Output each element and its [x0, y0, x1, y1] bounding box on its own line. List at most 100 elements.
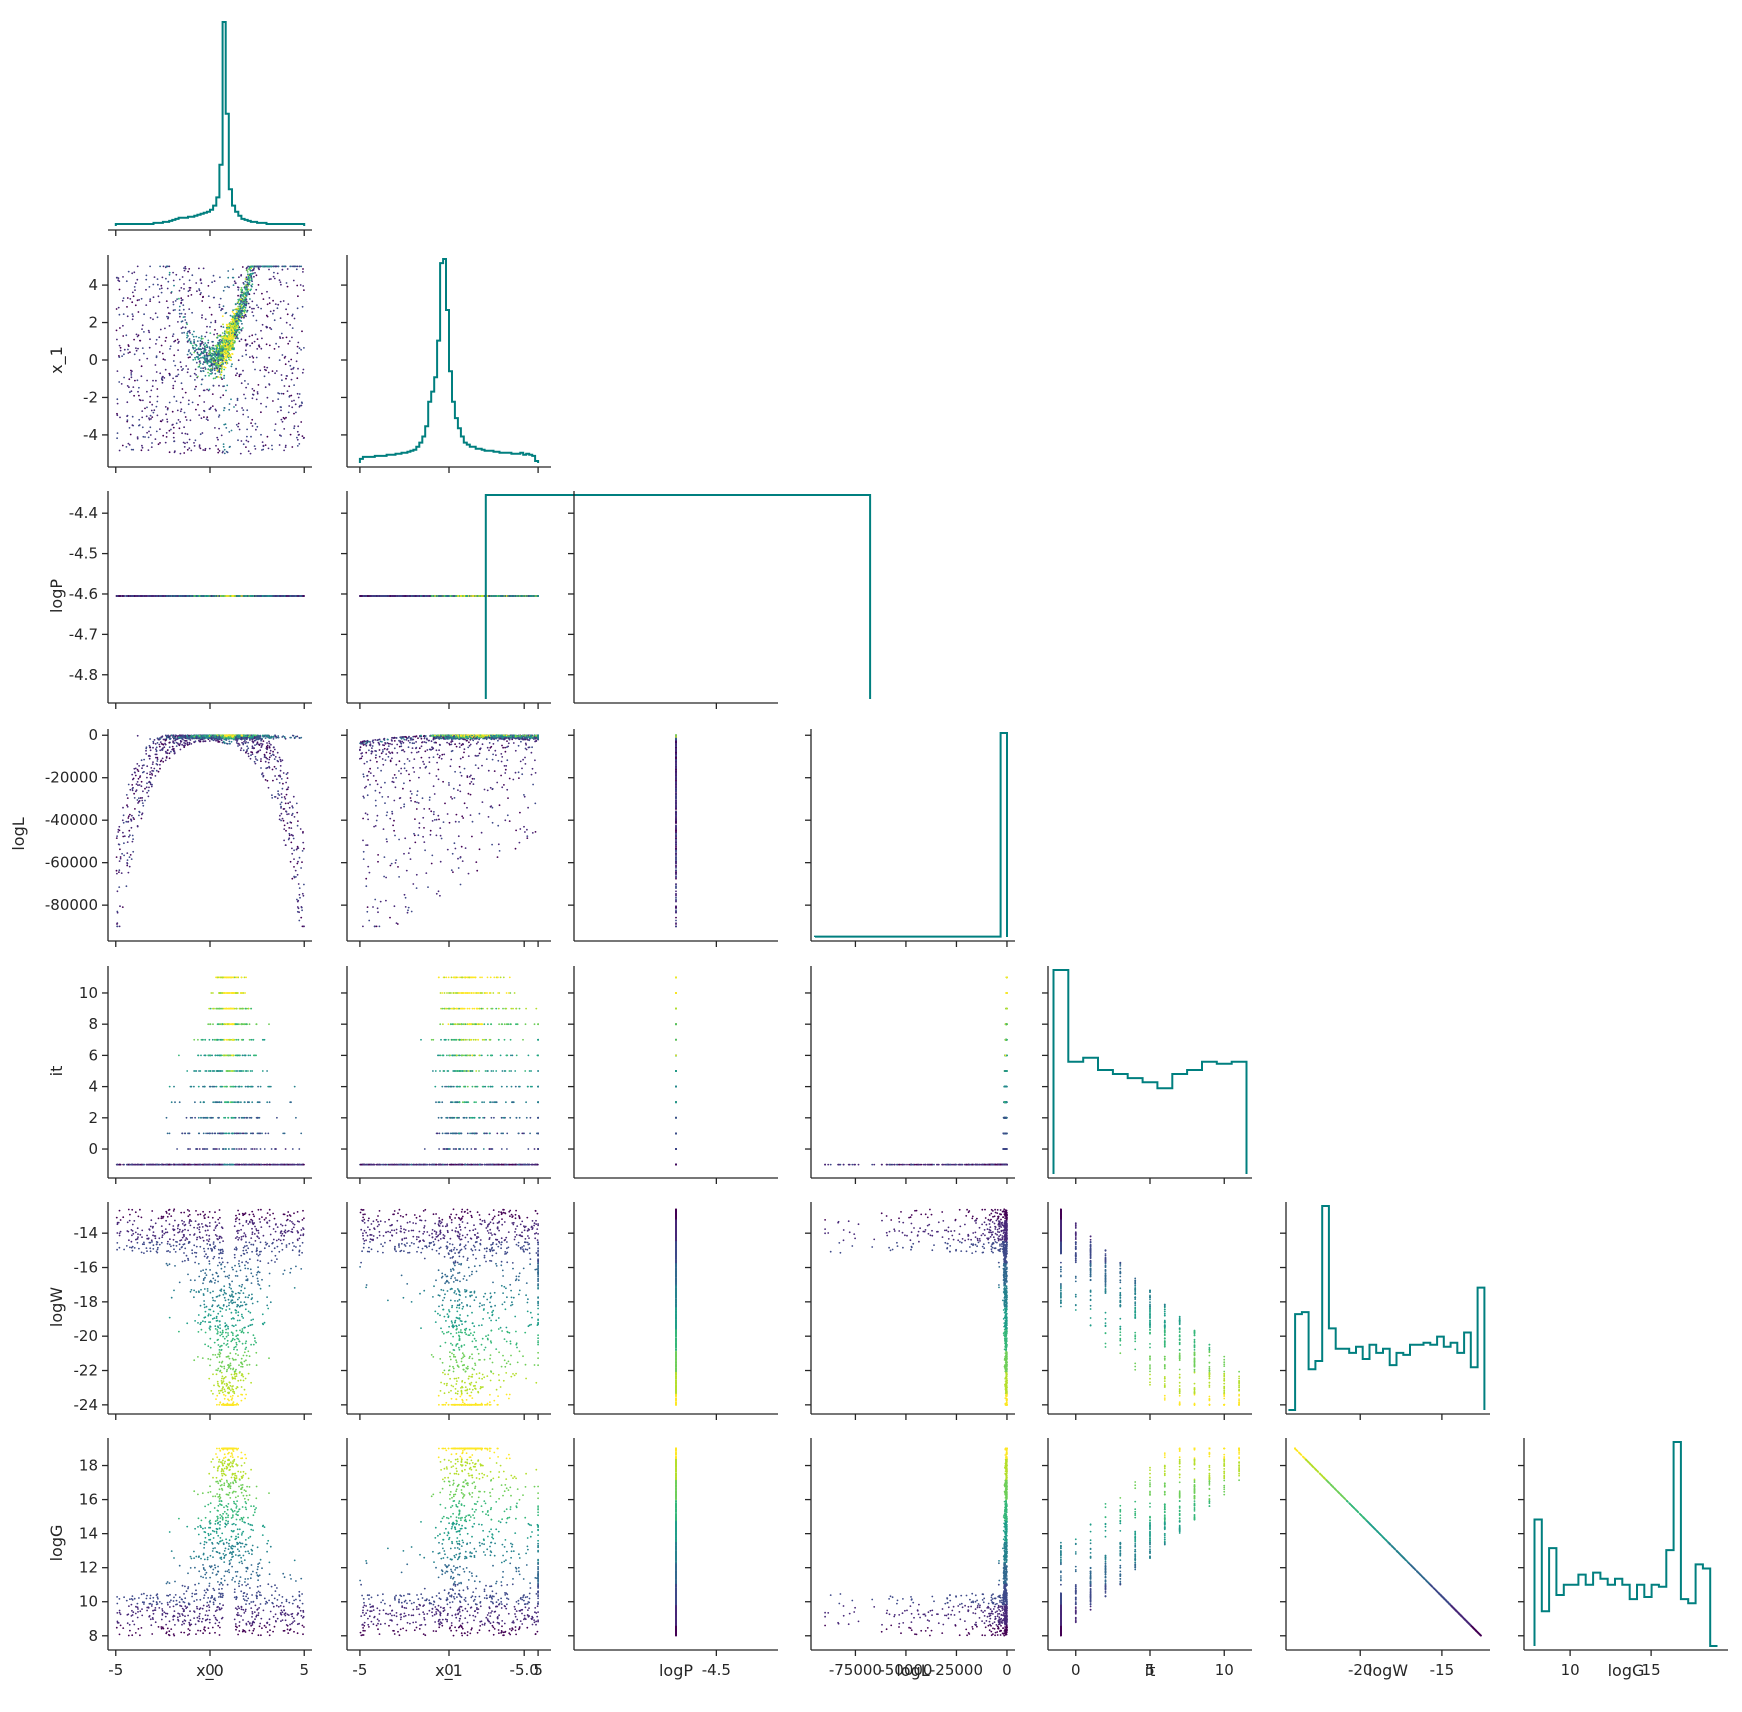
scatter-point	[191, 333, 194, 336]
scatter-point	[185, 321, 188, 324]
scatter-point	[183, 446, 186, 448]
scatter-point	[168, 273, 171, 276]
scatter-point	[221, 335, 224, 338]
scatter-point	[152, 379, 154, 382]
scatter-point	[231, 315, 234, 318]
scatter-point	[240, 288, 243, 291]
scatter-point	[204, 351, 207, 353]
scatter-point	[231, 330, 234, 333]
scatter-point	[224, 358, 226, 361]
scatter-point	[226, 451, 229, 454]
scatter-point	[219, 396, 222, 399]
scatter-point	[203, 401, 206, 403]
scatter-point	[246, 266, 248, 269]
scatter-point	[173, 395, 176, 398]
scatter-point	[232, 309, 235, 312]
scatter-point	[223, 350, 226, 352]
scatter-point	[243, 302, 246, 305]
scatter-point	[293, 399, 295, 402]
scatter-point	[199, 353, 202, 356]
scatter-point	[250, 284, 253, 287]
scatter-point	[164, 327, 166, 330]
scatter-point	[233, 406, 235, 408]
scatter-point	[267, 447, 270, 450]
scatter-point	[144, 407, 146, 410]
scatter-point	[266, 303, 269, 306]
scatter-point	[225, 427, 228, 429]
scatter-point	[231, 325, 234, 328]
scatter-point	[219, 352, 222, 355]
scatter-point	[206, 325, 208, 328]
scatter-point	[156, 395, 159, 398]
scatter-point	[180, 320, 183, 323]
scatter-point	[262, 298, 265, 300]
scatter-point	[220, 335, 223, 338]
scatter-point	[149, 426, 152, 429]
scatter-point	[178, 278, 181, 281]
scatter-point	[298, 595, 301, 597]
scatter-point	[141, 416, 144, 419]
scatter-point	[162, 434, 165, 437]
scatter-point	[223, 407, 226, 409]
scatter-point	[168, 401, 171, 404]
scatter-point	[247, 595, 249, 597]
scatter-point	[222, 305, 225, 308]
scatter-point	[155, 355, 158, 358]
scatter-point	[133, 286, 136, 288]
scatter-point	[224, 312, 227, 315]
scatter-point	[184, 267, 187, 270]
scatter-point	[136, 265, 139, 268]
scatter-point	[194, 379, 196, 381]
scatter-point	[232, 346, 234, 348]
scatter-point	[211, 368, 214, 371]
scatter-point	[219, 376, 222, 379]
scatter-point	[228, 327, 231, 329]
scatter-point	[200, 356, 202, 359]
scatter-point	[225, 340, 228, 342]
scatter-point	[220, 371, 223, 374]
scatter-point	[296, 445, 299, 447]
scatter-point	[127, 270, 130, 273]
scatter-point	[237, 311, 240, 313]
scatter-point	[270, 278, 272, 280]
scatter-point	[288, 340, 291, 342]
scatter-point	[303, 289, 305, 291]
scatter-point	[238, 309, 241, 312]
scatter-point	[212, 344, 215, 347]
scatter-point	[202, 356, 204, 359]
scatter-point	[236, 372, 239, 375]
scatter-point	[188, 329, 191, 332]
scatter-point	[285, 308, 287, 311]
scatter-point	[208, 346, 211, 349]
scatter-point	[201, 300, 204, 302]
scatter-point	[214, 427, 216, 429]
scatter-point	[296, 352, 299, 355]
scatter-point	[235, 312, 238, 315]
scatter-point	[228, 358, 230, 361]
scatter-point	[164, 441, 167, 444]
scatter-point	[155, 430, 158, 433]
scatter-point	[166, 408, 169, 411]
scatter-point	[220, 349, 222, 352]
scatter-point	[187, 368, 190, 370]
scatter-point	[272, 275, 275, 278]
scatter-point	[149, 338, 151, 341]
scatter-point	[116, 276, 118, 279]
scatter-point	[126, 401, 129, 404]
scatter-point	[281, 595, 284, 597]
scatter-point	[129, 351, 131, 354]
scatter-point	[209, 326, 211, 328]
scatter-point	[226, 335, 229, 337]
scatter-point	[218, 427, 221, 430]
scatter-point	[239, 319, 242, 322]
scatter-point	[212, 358, 215, 361]
scatter-point	[221, 595, 224, 597]
scatter-point	[238, 331, 240, 334]
scatter-point	[229, 445, 231, 448]
scatter-point	[172, 279, 175, 282]
scatter-point	[273, 429, 276, 431]
scatter-point	[146, 379, 149, 382]
scatter-point	[268, 356, 271, 359]
scatter-point	[235, 423, 238, 426]
scatter-point	[172, 303, 175, 306]
